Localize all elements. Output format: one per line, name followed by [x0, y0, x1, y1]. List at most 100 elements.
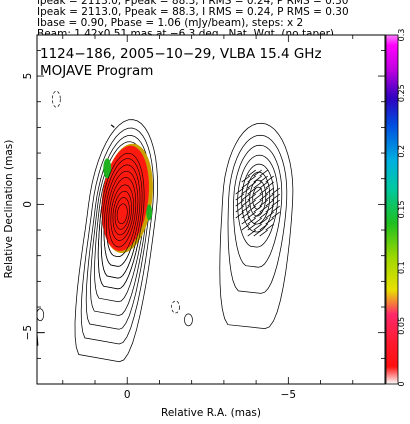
- polarization-vector: [235, 211, 244, 219]
- polarization-vector: [265, 223, 274, 231]
- plot-frame: [36, 34, 386, 385]
- polarization-vector: [253, 211, 262, 219]
- core-contour-overlay: [100, 158, 143, 279]
- polarization-vector: [247, 217, 256, 225]
- beam-major-axis: [37, 327, 39, 346]
- core-polarization: [97, 143, 153, 290]
- polarization-vector: [253, 199, 262, 207]
- polarization-vector: [247, 229, 256, 237]
- polarization-vector: [259, 175, 268, 183]
- polarization-vector: [259, 217, 268, 225]
- colorbar-tick-label: 0.25: [397, 84, 406, 102]
- polarization-vector: [235, 205, 244, 213]
- noise-contours: [37, 90, 193, 327]
- polarization-vector: [253, 175, 262, 183]
- pol-patch: [146, 204, 153, 221]
- polarization-vector: [259, 205, 268, 213]
- header-line-1: Ipeak = 2113.0, Ppeak = 88.3, I RMS = 0.…: [37, 6, 349, 18]
- polarization-vector: [259, 199, 268, 207]
- core-contour-overlay: [108, 177, 137, 248]
- polarization-vector: [241, 205, 250, 213]
- polarization-vector: [265, 193, 274, 201]
- polarization-vector: [271, 199, 280, 207]
- header-line-0: lpeak = 2113.0, Ppeak = 88.3, I RMS = 0.…: [37, 0, 349, 7]
- polarization-vector: [235, 193, 244, 201]
- noise-contour: [184, 313, 193, 327]
- colorbar-tick-label: 0.05: [397, 317, 406, 335]
- polarization-vector: [265, 217, 274, 225]
- polarization-vector: [271, 205, 280, 213]
- jet-contour: [233, 144, 283, 268]
- colorbar-tick-label: 0: [397, 381, 406, 386]
- colorbar-tick-label: 0.15: [397, 201, 406, 219]
- x-axis-label: Relative R.A. (mas): [161, 407, 261, 419]
- core-contour-overlay: [110, 184, 134, 241]
- polarization-vector: [235, 199, 244, 207]
- polarization-vector: [259, 211, 268, 219]
- polarization-vector: [241, 217, 250, 225]
- core-contour-overlay: [97, 152, 145, 290]
- y-tick-labels: 5 0 −5: [22, 73, 34, 341]
- polarization-vector: [253, 217, 262, 225]
- polarization-vector: [241, 187, 250, 195]
- jet-contour: [249, 179, 267, 217]
- polarization-vector: [241, 223, 250, 231]
- y-tick-label: −5: [22, 325, 34, 340]
- chart-subtitle: MOJAVE Program: [40, 63, 153, 79]
- polarization-vector: [253, 229, 262, 237]
- polarization-vector: [247, 175, 256, 183]
- jet-contour: [237, 154, 279, 248]
- core-contour: [80, 127, 154, 345]
- polarization-vector: [253, 223, 262, 231]
- colorbar-tick-label: 0.2: [397, 145, 406, 158]
- polarization-vector: [247, 205, 256, 213]
- polarization-vector: [247, 223, 256, 231]
- core-contour: [74, 119, 158, 363]
- x-tick-label: −5: [281, 389, 296, 401]
- core-contour-overlay: [103, 164, 141, 267]
- polarization-vector: [265, 199, 274, 207]
- polarization-vector: [259, 187, 268, 195]
- polarization-vector: [253, 193, 262, 201]
- polarization-vector: [241, 211, 250, 219]
- polarization-vector: [253, 169, 262, 177]
- core-contour: [85, 135, 151, 330]
- polarization-vector: [259, 169, 268, 177]
- polarization-vector: [241, 175, 250, 183]
- polarization-vector: [253, 181, 262, 189]
- polarization-vector: [271, 187, 280, 195]
- polarization-vector: [241, 199, 250, 207]
- core-contour-overlay: [114, 197, 130, 230]
- polarization-vector: [265, 205, 274, 213]
- colorbar-tick-label: 0.1: [397, 261, 406, 274]
- core-contour-overlay: [106, 170, 139, 258]
- x-tick-label: 0: [124, 389, 131, 401]
- polarization-vector: [247, 169, 256, 177]
- header-line-3: Beam: 1.42x0.51 mas at −6.3 deg., Nat. W…: [37, 28, 335, 40]
- beam-symbol: [37, 327, 45, 346]
- chart-title: 1124−186, 2005−10−29, VLBA 15.4 GHz: [40, 46, 322, 62]
- noise-contour: [37, 308, 45, 322]
- negative-contour: [171, 300, 180, 314]
- polarization-vector: [247, 193, 256, 201]
- noise-mark: [110, 124, 115, 128]
- polarization-vector: [253, 205, 262, 213]
- polarization-vector: [259, 223, 268, 231]
- polarization-vector: [265, 175, 274, 183]
- colorbar: [385, 34, 399, 385]
- polarization-vector: [247, 181, 256, 189]
- y-tick-label: 5: [22, 73, 34, 80]
- polarization-vector: [247, 199, 256, 207]
- polarization-vector: [247, 187, 256, 195]
- axis-ticks: [37, 35, 385, 384]
- core-contour-overlay: [116, 203, 128, 225]
- polarization-vector: [235, 187, 244, 195]
- polarization-vector: [241, 193, 250, 201]
- polarization-vector: [259, 229, 268, 237]
- polarization-vector: [247, 211, 256, 219]
- negative-contour: [51, 90, 61, 108]
- map-content: [37, 90, 294, 363]
- jet-contour: [241, 163, 275, 233]
- jet-contour: [219, 122, 294, 329]
- polarization-vector: [265, 211, 274, 219]
